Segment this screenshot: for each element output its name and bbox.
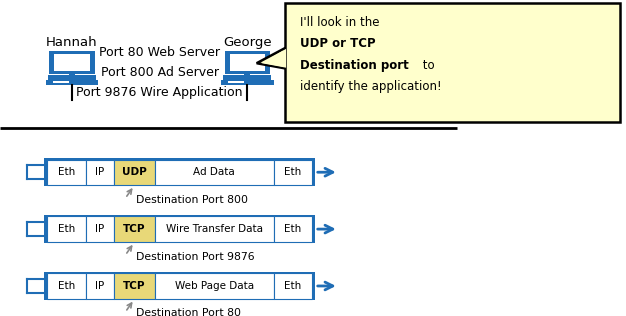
FancyBboxPatch shape	[53, 81, 69, 83]
Text: IP: IP	[95, 281, 105, 291]
FancyBboxPatch shape	[244, 73, 250, 75]
Text: IP: IP	[95, 167, 105, 177]
Text: Eth: Eth	[58, 224, 75, 234]
Text: Hannah: Hannah	[46, 36, 98, 49]
Text: to: to	[419, 59, 435, 72]
FancyBboxPatch shape	[47, 216, 86, 242]
Text: Port 80 Web Server
Port 800 Ad Server
Port 9876 Wire Application: Port 80 Web Server Port 800 Ad Server Po…	[76, 46, 243, 99]
FancyBboxPatch shape	[274, 216, 312, 242]
Text: Eth: Eth	[58, 281, 75, 291]
FancyBboxPatch shape	[47, 273, 86, 299]
FancyBboxPatch shape	[223, 75, 271, 80]
FancyBboxPatch shape	[274, 160, 312, 185]
FancyBboxPatch shape	[44, 158, 315, 186]
Text: Eth: Eth	[284, 224, 302, 234]
Polygon shape	[262, 49, 286, 68]
Text: Eth: Eth	[284, 281, 302, 291]
FancyBboxPatch shape	[114, 160, 155, 185]
Text: Eth: Eth	[58, 167, 75, 177]
FancyBboxPatch shape	[44, 272, 315, 300]
FancyBboxPatch shape	[44, 215, 315, 243]
Text: UDP or TCP: UDP or TCP	[300, 37, 376, 50]
FancyBboxPatch shape	[46, 80, 98, 85]
Text: Wire Transfer Data: Wire Transfer Data	[166, 224, 262, 234]
Text: TCP: TCP	[123, 224, 145, 234]
FancyBboxPatch shape	[155, 160, 274, 185]
FancyBboxPatch shape	[225, 51, 270, 74]
FancyBboxPatch shape	[69, 73, 75, 75]
Text: George: George	[223, 36, 272, 49]
Text: Destination Port 800: Destination Port 800	[136, 195, 249, 205]
Text: Destination Port 80: Destination Port 80	[136, 308, 242, 316]
Text: identify the application!: identify the application!	[300, 80, 442, 93]
FancyBboxPatch shape	[274, 273, 312, 299]
FancyBboxPatch shape	[228, 81, 244, 83]
FancyBboxPatch shape	[86, 216, 114, 242]
FancyBboxPatch shape	[285, 3, 620, 122]
Text: Eth: Eth	[284, 167, 302, 177]
Text: Destination Port 9876: Destination Port 9876	[136, 252, 255, 262]
FancyBboxPatch shape	[114, 216, 155, 242]
FancyBboxPatch shape	[86, 160, 114, 185]
FancyBboxPatch shape	[47, 160, 86, 185]
FancyBboxPatch shape	[230, 54, 265, 71]
Polygon shape	[257, 48, 285, 68]
Text: I'll look in the: I'll look in the	[300, 16, 380, 29]
Text: IP: IP	[95, 224, 105, 234]
FancyBboxPatch shape	[86, 273, 114, 299]
FancyBboxPatch shape	[221, 80, 274, 85]
Text: Web Page Data: Web Page Data	[175, 281, 254, 291]
Text: TCP: TCP	[123, 281, 145, 291]
Text: Destination port: Destination port	[300, 59, 409, 72]
FancyBboxPatch shape	[48, 75, 96, 80]
FancyBboxPatch shape	[54, 54, 90, 71]
Text: Ad Data: Ad Data	[193, 167, 235, 177]
Text: UDP: UDP	[122, 167, 146, 177]
FancyBboxPatch shape	[114, 273, 155, 299]
FancyBboxPatch shape	[155, 273, 274, 299]
FancyBboxPatch shape	[49, 51, 95, 74]
FancyBboxPatch shape	[155, 216, 274, 242]
